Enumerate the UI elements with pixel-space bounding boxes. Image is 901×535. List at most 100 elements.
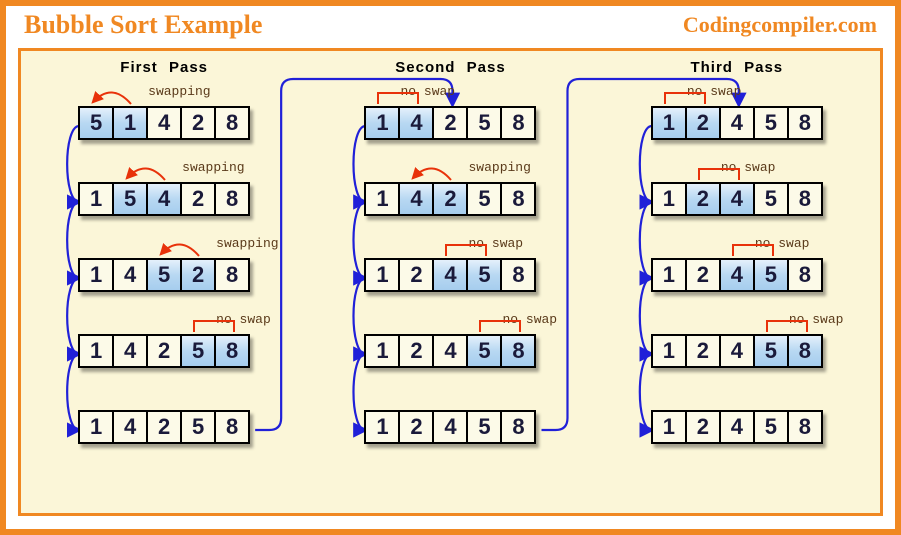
- swap-label: swapping: [216, 236, 278, 251]
- array-cell: 5: [466, 182, 502, 216]
- noswap-label: no swap: [789, 312, 844, 327]
- array-cell: 2: [685, 334, 721, 368]
- array-cell: 4: [146, 106, 182, 140]
- noswap-label: no swap: [721, 160, 776, 175]
- pass-column: Second Pass14258no swap14258swapping1245…: [320, 59, 580, 513]
- array: 14258: [78, 410, 250, 444]
- array-row: 51428swapping: [78, 106, 250, 140]
- array-cell: 1: [651, 258, 687, 292]
- page-title: Bubble Sort Example: [24, 10, 262, 40]
- array: 12458: [651, 182, 823, 216]
- site-name: Codingcompiler.com: [683, 12, 877, 38]
- array-cell: 5: [466, 106, 502, 140]
- diagram-frame: Bubble Sort Example Codingcompiler.com F…: [0, 0, 901, 535]
- array-cell: 8: [787, 106, 823, 140]
- array-row: 12458no swap: [651, 106, 823, 140]
- array-cell: 4: [432, 410, 468, 444]
- array-cell: 8: [214, 258, 250, 292]
- array-cell: 4: [112, 258, 148, 292]
- array-cell: 1: [78, 182, 114, 216]
- array-cell: 5: [466, 334, 502, 368]
- noswap-label: no swap: [400, 84, 455, 99]
- array-cell: 1: [78, 410, 114, 444]
- array-cell: 8: [500, 334, 536, 368]
- array: 12458: [651, 334, 823, 368]
- array-cell: 1: [651, 106, 687, 140]
- array-cell: 8: [500, 258, 536, 292]
- array-cell: 5: [180, 410, 216, 444]
- array: 15428: [78, 182, 250, 216]
- array: 12458: [651, 106, 823, 140]
- array-row: 12458no swap: [651, 334, 823, 368]
- array-cell: 2: [398, 410, 434, 444]
- array-cell: 5: [180, 334, 216, 368]
- array-cell: 2: [685, 106, 721, 140]
- array-cell: 4: [719, 410, 755, 444]
- array-cell: 2: [432, 182, 468, 216]
- array: 12458: [651, 410, 823, 444]
- array-cell: 4: [398, 182, 434, 216]
- pass-title: Third Pass: [690, 59, 783, 76]
- noswap-label: no swap: [755, 236, 810, 251]
- swap-arrow-icon: [123, 164, 169, 182]
- array-cell: 1: [364, 410, 400, 444]
- array-cell: 5: [146, 258, 182, 292]
- pass-column: Third Pass12458no swap12458no swap12458n…: [607, 59, 867, 513]
- pass-column: First Pass51428swapping15428swapping1452…: [34, 59, 294, 513]
- array-cell: 5: [112, 182, 148, 216]
- swap-label: swapping: [468, 160, 530, 175]
- array-cell: 2: [180, 106, 216, 140]
- array-cell: 4: [719, 106, 755, 140]
- array-cell: 4: [432, 334, 468, 368]
- array-cell: 8: [214, 182, 250, 216]
- array-row: 12458no swap: [651, 182, 823, 216]
- diagram-canvas: First Pass51428swapping15428swapping1452…: [18, 48, 883, 516]
- array: 14258: [364, 182, 536, 216]
- array-cell: 1: [78, 334, 114, 368]
- array-cell: 4: [719, 258, 755, 292]
- array-cell: 1: [364, 182, 400, 216]
- array-row: 14528swapping: [78, 258, 250, 292]
- array-cell: 4: [146, 182, 182, 216]
- array-cell: 4: [398, 106, 434, 140]
- array-cell: 2: [685, 258, 721, 292]
- pass-title: Second Pass: [395, 59, 505, 76]
- array-cell: 2: [146, 410, 182, 444]
- array-row: 14258: [78, 410, 250, 444]
- swap-label: swapping: [182, 160, 244, 175]
- array-cell: 5: [466, 258, 502, 292]
- array-cell: 2: [685, 410, 721, 444]
- array: 14258: [364, 106, 536, 140]
- array-cell: 5: [753, 182, 789, 216]
- array-cell: 8: [214, 334, 250, 368]
- array-cell: 8: [500, 182, 536, 216]
- array-cell: 2: [180, 258, 216, 292]
- array: 12458: [364, 258, 536, 292]
- array-cell: 1: [364, 334, 400, 368]
- array-cell: 1: [78, 258, 114, 292]
- array-cell: 1: [651, 334, 687, 368]
- array-cell: 1: [651, 410, 687, 444]
- array: 51428: [78, 106, 250, 140]
- swap-arrow-icon: [157, 240, 203, 258]
- array-cell: 5: [78, 106, 114, 140]
- swap-label: swapping: [148, 84, 210, 99]
- array-cell: 2: [146, 334, 182, 368]
- array-cell: 8: [500, 106, 536, 140]
- array-cell: 2: [685, 182, 721, 216]
- array-cell: 8: [787, 258, 823, 292]
- array-row: 12458: [651, 410, 823, 444]
- array: 12458: [364, 334, 536, 368]
- array-row: 14258no swap: [364, 106, 536, 140]
- array-cell: 2: [398, 334, 434, 368]
- array-cell: 5: [753, 106, 789, 140]
- array-cell: 8: [500, 410, 536, 444]
- array-cell: 8: [787, 410, 823, 444]
- array-cell: 4: [112, 410, 148, 444]
- array-cell: 5: [466, 410, 502, 444]
- array-row: 12458no swap: [364, 258, 536, 292]
- array-row: 12458no swap: [651, 258, 823, 292]
- array-cell: 2: [398, 258, 434, 292]
- array-row: 15428swapping: [78, 182, 250, 216]
- array-cell: 1: [112, 106, 148, 140]
